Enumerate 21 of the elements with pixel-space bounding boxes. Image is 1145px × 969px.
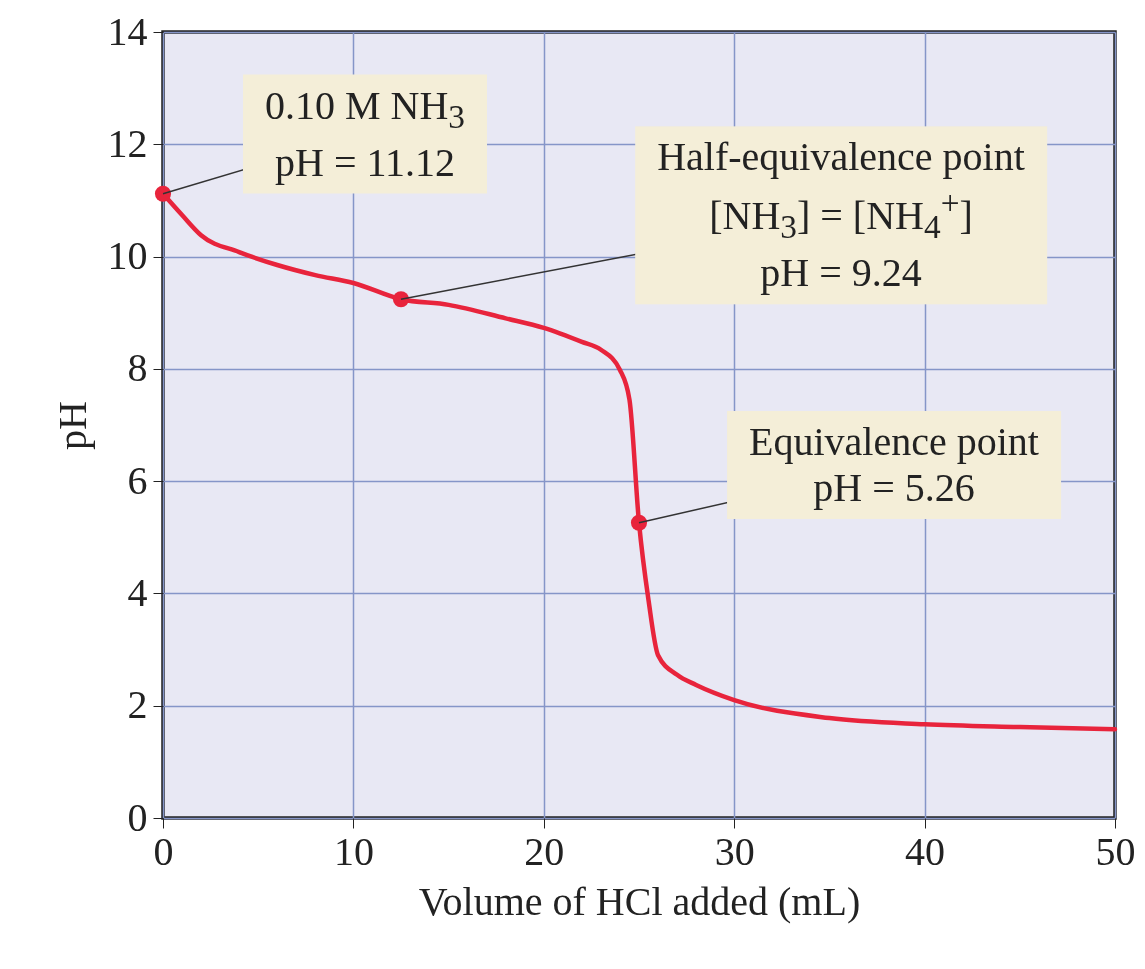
point: [630, 514, 648, 531]
y-tick-label: 12: [107, 120, 148, 166]
point: [392, 291, 410, 308]
point: [154, 185, 172, 202]
y-tick-label: 2: [127, 682, 148, 728]
y-tick-label: 0: [127, 794, 148, 840]
annotation: Half-equivalence point [NH$_{3}$] = [NH$_{4}$$^{+}$] pH = 9.24: [657, 134, 1025, 296]
x-tick-label: 30: [714, 828, 755, 874]
y-axis-title: pH: [49, 401, 95, 450]
x-tick-label: 40: [905, 828, 946, 874]
x-tick-label: 10: [333, 828, 374, 874]
y-tick-label: 6: [127, 457, 148, 503]
y-tick-label: 8: [127, 345, 148, 391]
annotation: 0.10 M NH$_{3}$ pH = 11.12: [264, 82, 466, 186]
y-tick-label: 14: [107, 8, 148, 54]
y-tick-label: 10: [107, 233, 148, 279]
y-tick-label: 4: [127, 569, 148, 615]
x-tick-label: 20: [524, 828, 565, 874]
annotation: Equivalence point pH = 5.26: [749, 418, 1039, 511]
x-tick-label: 50: [1095, 828, 1136, 874]
x-axis-title: Volume of HCl added (mL): [418, 878, 861, 924]
